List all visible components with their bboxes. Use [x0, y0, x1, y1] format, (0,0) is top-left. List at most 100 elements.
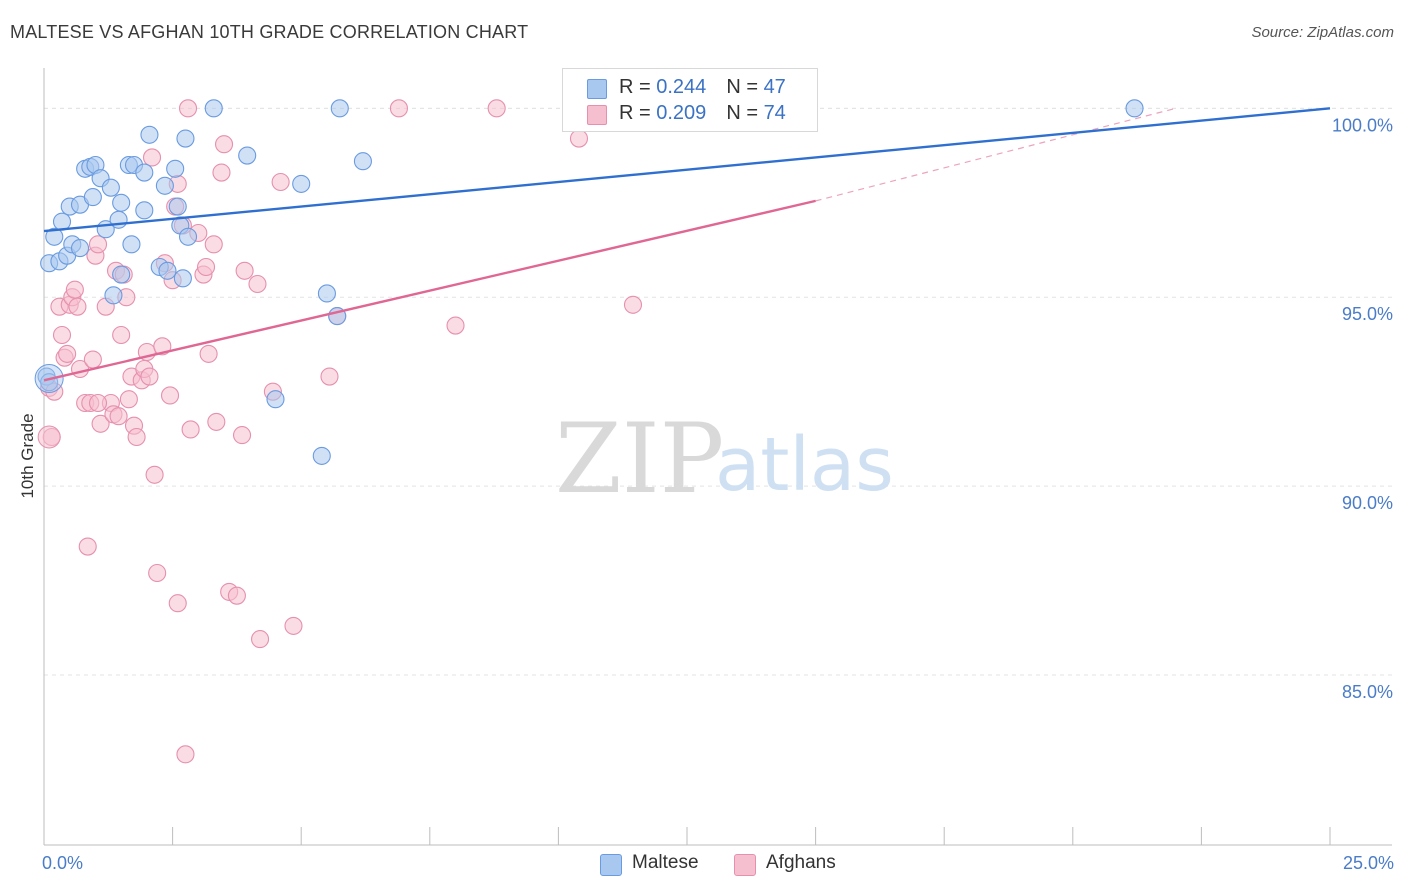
legend-afghan-r-label: R = [619, 102, 657, 124]
afghan-point [181, 420, 200, 439]
maltese-point [158, 261, 177, 280]
maltese-point [317, 284, 336, 303]
maltese-point [176, 129, 195, 148]
afghan-point [68, 297, 87, 316]
afghan-point [569, 129, 589, 148]
afghan-trend-line [43, 199, 816, 382]
afghan-point [248, 274, 267, 294]
afghan-point [83, 350, 102, 369]
maltese-point [353, 152, 372, 171]
afghan-point [250, 630, 270, 649]
afghan-point [212, 163, 231, 182]
afghan-point [235, 261, 254, 280]
afghan-point [320, 367, 339, 386]
afghan-point [178, 99, 198, 118]
source-note: Source: ZipAtlas.com [1251, 24, 1394, 41]
legend-maltese-n-value: 47 [763, 76, 786, 98]
maltese-point [238, 146, 257, 165]
y-axis-label: 10th Grade [18, 413, 37, 498]
watermark-zip: ZIP [555, 403, 724, 515]
maltese-point [312, 446, 331, 465]
afghan-swatch [587, 105, 607, 125]
afghan-point [207, 412, 226, 431]
afghan-point [88, 393, 108, 413]
tick-labels: 85.0% 90.0% 95.0% 100.0% 0.0% 25.0% [42, 115, 1394, 873]
maltese-point [83, 188, 102, 207]
watermark-atlas: atlas [715, 422, 894, 508]
bottom-afghan-label: Afghans [766, 852, 836, 873]
maltese-point [204, 99, 223, 118]
afghan-point [446, 316, 465, 335]
maltese-trend-line [43, 107, 1331, 233]
legend-maltese-text: R = 0.244 N = 47 [619, 76, 786, 99]
afghan-point [78, 537, 97, 556]
y-tick-label: 90.0% [1342, 493, 1393, 513]
afghan-point [119, 390, 138, 409]
maltese-point [135, 201, 154, 220]
bottom-maltese-label: Maltese [632, 852, 699, 873]
legend-afghan-r-value: 0.209 [656, 102, 707, 124]
y-tick-label: 95.0% [1342, 304, 1393, 324]
maltese-point [52, 212, 72, 231]
afghan-point [127, 427, 146, 447]
afghan-point [196, 257, 216, 277]
trend-lines [43, 107, 1331, 382]
afghan-point [389, 99, 408, 118]
legend-maltese-r-label: R = [619, 76, 657, 98]
y-tick-label: 85.0% [1342, 682, 1393, 702]
afghan-point [232, 426, 252, 445]
axes [43, 68, 1392, 846]
legend-afghan-n-value: 74 [763, 102, 786, 124]
afghan-point [176, 745, 195, 764]
afghan-point [214, 135, 234, 154]
maltese-point [292, 174, 311, 193]
afghan-point [227, 586, 246, 605]
afghan-point [91, 414, 110, 433]
maltese-point [112, 265, 131, 284]
afghan-point [148, 563, 167, 583]
maltese-point [155, 176, 174, 195]
maltese-point [266, 390, 285, 409]
maltese-point [178, 227, 198, 246]
afghan-point [160, 386, 180, 405]
maltese-point [330, 99, 349, 118]
maltese-points [34, 99, 1144, 465]
x-tick-label: 0.0% [42, 853, 83, 873]
legend-maltese-r-value: 0.244 [656, 76, 707, 98]
maltese-point [140, 125, 159, 144]
maltese-point [112, 193, 131, 212]
legend-maltese-n-label: N = [726, 76, 764, 98]
maltese-point [45, 227, 64, 246]
afghan-trend-extension [815, 107, 1176, 202]
afghan-point [142, 148, 162, 167]
maltese-point [70, 239, 90, 258]
afghan-point [204, 235, 223, 254]
afghan-point [37, 425, 61, 449]
afghan-point [623, 295, 643, 314]
x-tick-label: 25.0% [1343, 853, 1394, 873]
bottom-afghan-swatch [734, 854, 756, 876]
afghan-point [153, 337, 172, 356]
afghan-point [487, 99, 506, 118]
afghan-point [199, 344, 218, 363]
afghan-point [145, 465, 164, 484]
afghan-point [271, 172, 290, 192]
correlation-legend: R = 0.244 N = 47 R = 0.209 N = 74 [562, 68, 818, 132]
legend-afghan-n-label: N = [726, 102, 764, 124]
afghan-point [65, 280, 84, 299]
maltese-point [122, 235, 141, 254]
y-tick-label: 100.0% [1332, 115, 1393, 135]
maltese-point [135, 163, 154, 182]
chart-title: MALTESE VS AFGHAN 10TH GRADE CORRELATION… [10, 22, 529, 42]
maltese-point [173, 269, 192, 288]
gridlines [44, 107, 1392, 676]
maltese-swatch [587, 79, 607, 99]
maltese-point [166, 159, 185, 178]
afghan-point [284, 616, 303, 635]
legend-afghan-text: R = 0.209 N = 74 [619, 102, 786, 125]
afghan-point [168, 594, 187, 613]
bottom-maltese-swatch [600, 854, 622, 876]
maltese-point [1125, 99, 1144, 118]
afghan-point [88, 235, 108, 254]
